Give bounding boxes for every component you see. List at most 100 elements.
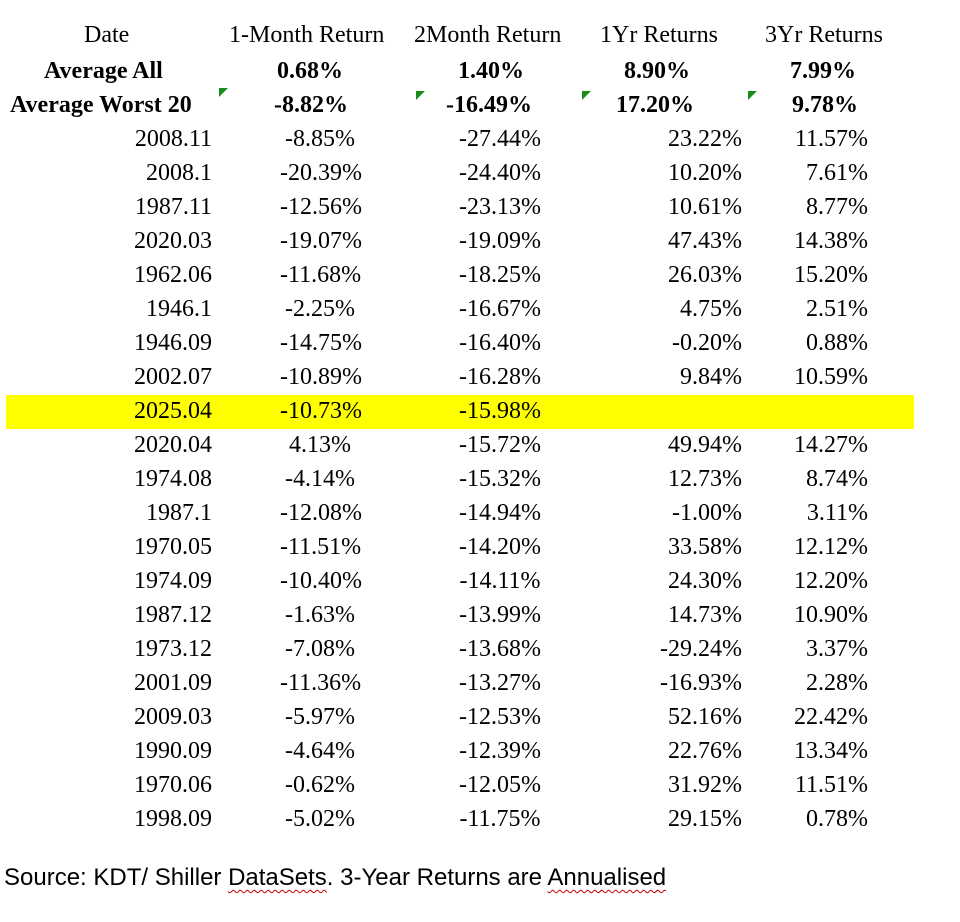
row-3y-return: 2.51% <box>806 296 868 322</box>
row-1m-return: -7.08% <box>285 636 355 662</box>
row-2m-return: -13.27% <box>459 670 541 696</box>
row-1y-return: 49.94% <box>668 432 742 458</box>
table-row-highlighted: 2025.04 -10.73% -15.98% <box>0 394 960 429</box>
table-row: 2008.1 -20.39% -24.40% 10.20% 7.61% <box>0 156 960 190</box>
row-1y-return: 31.92% <box>668 772 742 798</box>
row-2m-return: -14.94% <box>459 500 541 526</box>
row-1m-return: -11.68% <box>280 262 362 288</box>
row-2m-return: -12.05% <box>459 772 541 798</box>
average-worst-1y: 17.20% <box>616 92 694 118</box>
row-date: 1974.09 <box>134 568 212 594</box>
row-2m-return: -12.39% <box>459 738 541 764</box>
row-1m-return: -4.14% <box>285 466 355 492</box>
source-word-annualised: Annualised <box>547 864 667 891</box>
row-1y-return: 29.15% <box>668 806 742 832</box>
row-1y-return: -0.20% <box>672 330 742 356</box>
average-all-label: Average All <box>44 58 163 84</box>
row-1y-return: -29.24% <box>660 636 742 662</box>
row-1m-return: -8.85% <box>285 126 355 152</box>
table-row: 1974.08 -4.14% -15.32% 12.73% 8.74% <box>0 462 960 496</box>
formula-warning-flag-icon <box>582 91 591 100</box>
row-2m-return: -13.99% <box>459 602 541 628</box>
row-3y-return: 10.59% <box>794 364 868 390</box>
table-row: 1970.06 -0.62% -12.05% 31.92% 11.51% <box>0 768 960 802</box>
row-2m-return: -24.40% <box>459 160 541 186</box>
average-worst-1m: -8.82% <box>274 92 348 118</box>
row-3y-return: 8.74% <box>806 466 868 492</box>
row-2m-return: -14.20% <box>459 534 541 560</box>
row-3y-return: 0.78% <box>806 806 868 832</box>
row-date: 1946.09 <box>134 330 212 356</box>
row-1m-return: 4.13% <box>289 432 351 458</box>
row-1y-return: 33.58% <box>668 534 742 560</box>
table-row: 2008.11 -8.85% -27.44% 23.22% 11.57% <box>0 122 960 156</box>
table-row: 2009.03 -5.97% -12.53% 52.16% 22.42% <box>0 700 960 734</box>
row-2m-return: -18.25% <box>459 262 541 288</box>
row-date: 1987.11 <box>134 194 212 220</box>
row-1m-return: -10.89% <box>280 364 362 390</box>
row-1y-return: 4.75% <box>680 296 742 322</box>
formula-warning-flag-icon <box>748 91 757 100</box>
source-note: Source: KDT/ Shiller DataSets. 3-Year Re… <box>4 864 666 892</box>
row-date: 1962.06 <box>134 262 212 288</box>
row-3y-return: 10.90% <box>794 602 868 628</box>
row-1m-return: -10.40% <box>280 568 362 594</box>
row-date: 1987.1 <box>146 500 212 526</box>
row-date: 1970.05 <box>134 534 212 560</box>
row-1m-return: -20.39% <box>280 160 362 186</box>
row-2m-return: -16.28% <box>459 364 541 390</box>
row-3y-return: 2.28% <box>806 670 868 696</box>
row-1y-return: 14.73% <box>668 602 742 628</box>
row-3y-return: 0.88% <box>806 330 868 356</box>
table-row: 2020.04 4.13% -15.72% 49.94% 14.27% <box>0 428 960 462</box>
row-1m-return: -2.25% <box>285 296 355 322</box>
table-row: 1946.09 -14.75% -16.40% -0.20% 0.88% <box>0 326 960 360</box>
average-all-2m: 1.40% <box>458 58 524 84</box>
row-date: 1973.12 <box>134 636 212 662</box>
table-row: 1973.12 -7.08% -13.68% -29.24% 3.37% <box>0 632 960 666</box>
source-prefix: Source: KDT/ Shiller <box>4 864 229 891</box>
table-row: 2001.09 -11.36% -13.27% -16.93% 2.28% <box>0 666 960 700</box>
table-row: 1987.12 -1.63% -13.99% 14.73% 10.90% <box>0 598 960 632</box>
row-date: 2001.09 <box>134 670 212 696</box>
average-worst-2m: -16.49% <box>446 92 532 118</box>
formula-warning-flag-icon <box>219 88 228 97</box>
row-1m-return: -12.08% <box>280 500 362 526</box>
row-1m-return: -5.02% <box>285 806 355 832</box>
row-3y-return: 11.57% <box>794 126 868 152</box>
row-date: 1987.12 <box>134 602 212 628</box>
row-3y-return: 22.42% <box>794 704 868 730</box>
row-3y-return: 14.38% <box>794 228 868 254</box>
row-1y-return: 26.03% <box>668 262 742 288</box>
average-all-3y: 7.99% <box>790 58 856 84</box>
table-row: 1946.1 -2.25% -16.67% 4.75% 2.51% <box>0 292 960 326</box>
average-all-1m: 0.68% <box>277 58 343 84</box>
table-row: 1962.06 -11.68% -18.25% 26.03% 15.20% <box>0 258 960 292</box>
table-row: 1998.09 -5.02% -11.75% 29.15% 0.78% <box>0 802 960 836</box>
row-highlight <box>6 395 914 429</box>
source-word-datasets: DataSets <box>228 864 327 891</box>
average-all-1y: 8.90% <box>624 58 690 84</box>
row-2m-return: -15.32% <box>459 466 541 492</box>
average-worst-label: Average Worst 20 <box>10 92 192 118</box>
row-date: 2020.03 <box>134 228 212 254</box>
average-all-row: Average All 0.68% 1.40% 8.90% 7.99% <box>0 54 960 88</box>
row-1y-return: 52.16% <box>668 704 742 730</box>
row-1y-return: 10.61% <box>668 194 742 220</box>
row-3y-return: 14.27% <box>794 432 868 458</box>
row-2m-return: -13.68% <box>459 636 541 662</box>
row-date: 2009.03 <box>134 704 212 730</box>
header-row: Date 1-Month Return 2Month Return 1Yr Re… <box>0 18 960 52</box>
table-row: 1970.05 -11.51% -14.20% 33.58% 12.12% <box>0 530 960 564</box>
header-date: Date <box>84 22 130 48</box>
row-date: 2002.07 <box>134 364 212 390</box>
row-2m-return: -16.67% <box>459 296 541 322</box>
header-1yr-returns: 1Yr Returns <box>600 22 718 48</box>
formula-warning-flag-icon <box>416 91 425 100</box>
row-3y-return: 11.51% <box>794 772 868 798</box>
row-date: 1990.09 <box>134 738 212 764</box>
row-1y-return: 23.22% <box>668 126 742 152</box>
row-1y-return: 22.76% <box>668 738 742 764</box>
row-1m-return: -5.97% <box>285 704 355 730</box>
